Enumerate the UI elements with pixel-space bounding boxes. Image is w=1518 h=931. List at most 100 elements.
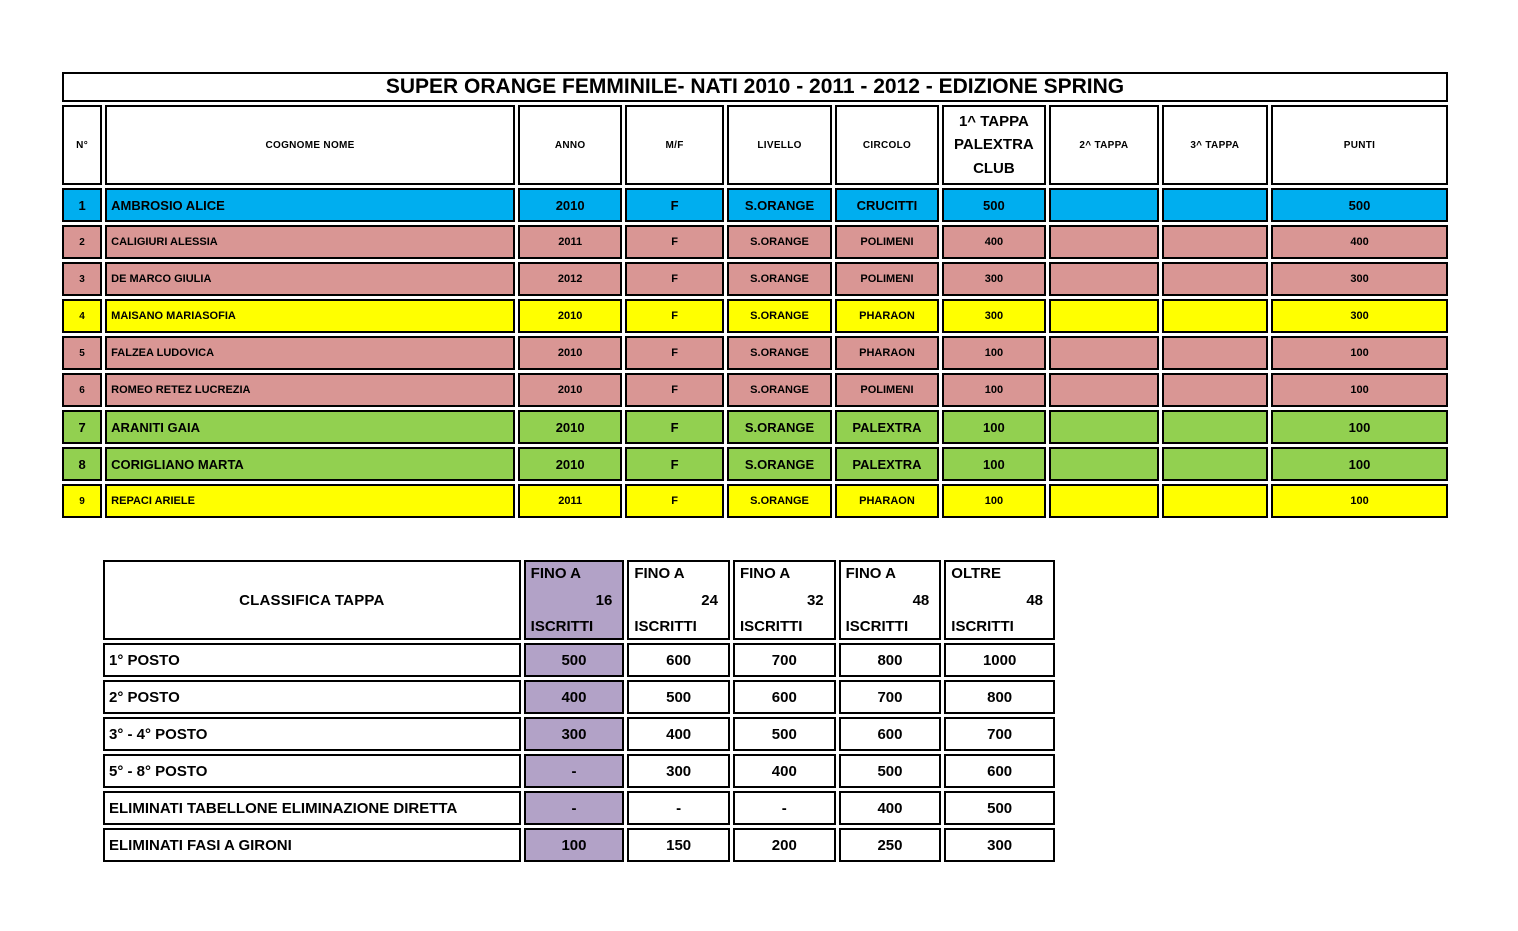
cell-anno: 2010 (517, 373, 623, 407)
table-row: 9 REPACI ARIELE 2011 F S.ORANGE PHARAON … (62, 484, 1448, 518)
cell-circolo: PALEXTRA (835, 410, 939, 444)
cell-mf: F (625, 373, 724, 407)
cell-tappa2-points (1049, 225, 1159, 259)
cell-mf: F (625, 484, 724, 518)
cell-livello: S.ORANGE (726, 447, 833, 481)
cell-player-name: DE MARCO GIULIA (105, 262, 515, 296)
cell-tappa2-points (1049, 188, 1159, 222)
header-prefix: FINO A (634, 565, 685, 582)
points-value: 500 (944, 791, 1055, 825)
col-header-tappa1: 1^ TAPPA PALEXTRA CLUB (941, 105, 1047, 185)
header-stack: FINO A 24 ISCRITTI (634, 565, 722, 635)
header-stack: FINO A 32 ISCRITTI (740, 565, 828, 635)
header-prefix: FINO A (845, 565, 896, 582)
points-col-header: FINO A 32 ISCRITTI (732, 560, 836, 640)
cell-player-name: REPACI ARIELE (105, 484, 515, 518)
points-value: 600 (627, 643, 730, 677)
cell-anno: 2010 (517, 410, 623, 444)
title-row: SUPER ORANGE FEMMINILE- NATI 2010 - 2011… (62, 72, 1448, 102)
cell-anno: 2011 (517, 225, 623, 259)
points-table-title: CLASSIFICA TAPPA (103, 560, 521, 640)
cell-tappa1-points: 500 (941, 188, 1047, 222)
cell-livello: S.ORANGE (726, 225, 833, 259)
cell-mf: F (625, 447, 724, 481)
cell-rank: 6 (62, 373, 103, 407)
points-value: 500 (627, 680, 730, 714)
cell-tappa1-points: 100 (941, 336, 1047, 370)
points-value: 150 (627, 828, 730, 862)
header-prefix: FINO A (739, 565, 791, 582)
header-suffix: ISCRITTI (845, 618, 909, 635)
cell-punti: 500 (1271, 188, 1448, 222)
cell-rank: 4 (62, 299, 103, 333)
points-value: 400 (732, 754, 836, 788)
points-row-label: ELIMINATI FASI A GIRONI (103, 828, 521, 862)
points-value: 700 (732, 643, 836, 677)
cell-mf: F (625, 299, 724, 333)
points-value: 300 (944, 828, 1055, 862)
cell-tappa2-points (1049, 373, 1159, 407)
cell-player-name: ARANITI GAIA (105, 410, 515, 444)
cell-anno: 2010 (517, 336, 623, 370)
cell-player-name: CALIGIURI ALESSIA (105, 225, 515, 259)
cell-circolo: PHARAON (835, 336, 939, 370)
cell-tappa2-points (1049, 410, 1159, 444)
cell-tappa3-points (1161, 484, 1269, 518)
header-count: 48 (912, 591, 930, 609)
table-row: 6 ROMEO RETEZ LUCREZIA 2010 F S.ORANGE P… (62, 373, 1448, 407)
cell-punti: 300 (1271, 262, 1448, 296)
cell-circolo: CRUCITTI (835, 188, 939, 222)
cell-tappa1-points: 300 (941, 262, 1047, 296)
points-value: 500 (838, 754, 942, 788)
header-count: 16 (595, 591, 613, 609)
cell-punti: 100 (1271, 484, 1448, 518)
cell-circolo: PALEXTRA (835, 447, 939, 481)
points-col-header: OLTRE 48 ISCRITTI (944, 560, 1055, 640)
points-value: 400 (523, 680, 625, 714)
points-value: 400 (838, 791, 942, 825)
points-value: 600 (838, 717, 942, 751)
header-stack: OLTRE 48 ISCRITTI (951, 565, 1047, 635)
cell-tappa3-points (1161, 225, 1269, 259)
points-row-label: 5° - 8° POSTO (103, 754, 521, 788)
cell-livello: S.ORANGE (726, 484, 833, 518)
header-stack: FINO A 48 ISCRITTI (846, 565, 934, 635)
cell-punti: 100 (1271, 410, 1448, 444)
cell-rank: 7 (62, 410, 103, 444)
cell-rank: 5 (62, 336, 103, 370)
cell-anno: 2012 (517, 262, 623, 296)
points-row-label: 3° - 4° POSTO (103, 717, 521, 751)
points-row: 2° POSTO 400 500 600 700 800 (103, 680, 1055, 714)
cell-tappa3-points (1161, 447, 1269, 481)
page-title: SUPER ORANGE FEMMINILE- NATI 2010 - 2011… (62, 72, 1448, 102)
cell-tappa3-points (1161, 188, 1269, 222)
cell-rank: 8 (62, 447, 103, 481)
col-header-punti: PUNTI (1271, 105, 1448, 185)
col-header-livello: LIVELLO (726, 105, 833, 185)
points-table: CLASSIFICA TAPPA FINO A 16 ISCRITTI FINO… (100, 557, 1058, 865)
col-header-mf: M/F (625, 105, 724, 185)
points-value: 200 (732, 828, 836, 862)
cell-player-name: AMBROSIO ALICE (105, 188, 515, 222)
cell-tappa1-points: 300 (941, 299, 1047, 333)
cell-tappa2-points (1049, 336, 1159, 370)
table-row: 5 FALZEA LUDOVICA 2010 F S.ORANGE PHARAO… (62, 336, 1448, 370)
header-row: N° COGNOME NOME ANNO M/F LIVELLO CIRCOLO… (62, 105, 1448, 185)
cell-anno: 2010 (517, 188, 623, 222)
points-value: 500 (732, 717, 836, 751)
cell-livello: S.ORANGE (726, 299, 833, 333)
points-value: 300 (627, 754, 730, 788)
cell-punti: 300 (1271, 299, 1448, 333)
cell-livello: S.ORANGE (726, 336, 833, 370)
cell-circolo: POLIMENI (835, 262, 939, 296)
col-header-cognome-nome: COGNOME NOME (105, 105, 515, 185)
header-suffix: ISCRITTI (530, 618, 594, 635)
points-value: 700 (838, 680, 942, 714)
cell-tappa3-points (1161, 262, 1269, 296)
cell-livello: S.ORANGE (726, 410, 833, 444)
cell-anno: 2010 (517, 299, 623, 333)
ranking-table: SUPER ORANGE FEMMINILE- NATI 2010 - 2011… (59, 69, 1451, 521)
cell-mf: F (625, 336, 724, 370)
header-count: 24 (701, 591, 718, 609)
